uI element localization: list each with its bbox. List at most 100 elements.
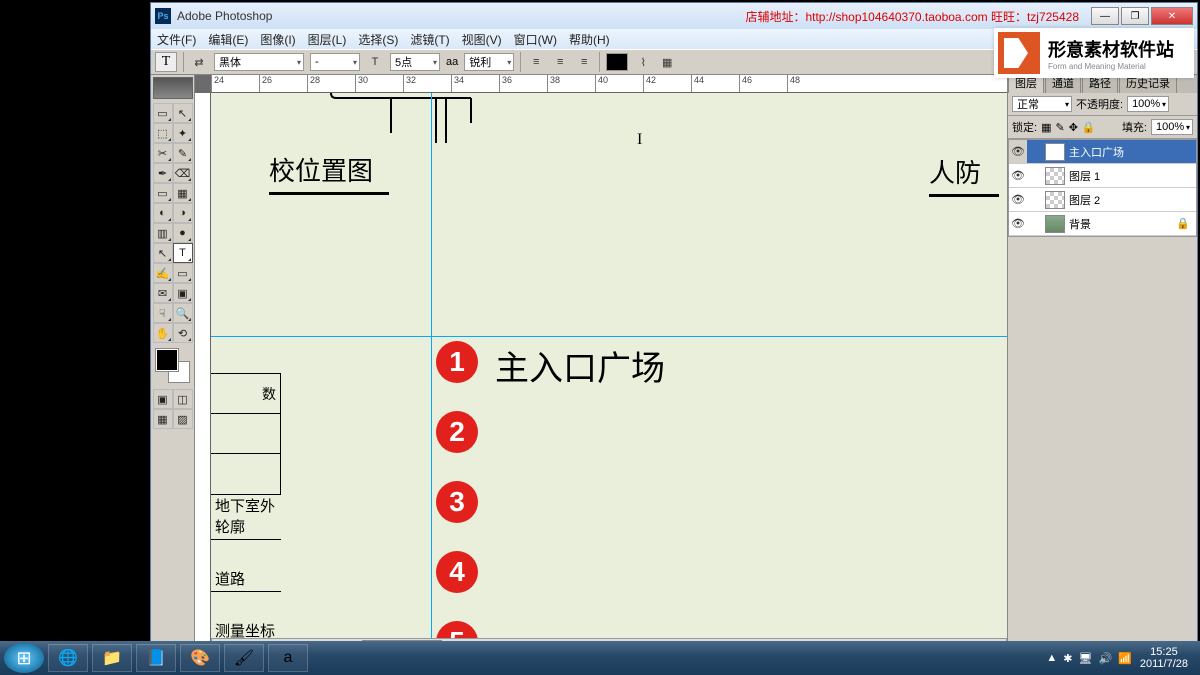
menu-item[interactable]: 视图(V) [462, 31, 502, 48]
main-text-label[interactable]: 主入口广场 [495, 341, 665, 390]
antialias-dropdown[interactable]: 锐利 [464, 53, 514, 71]
align-right-icon[interactable]: ≡ [575, 53, 593, 71]
visibility-icon[interactable]: 👁 [1009, 169, 1027, 182]
canvas-title-right: 人防 [929, 153, 999, 197]
fill-input[interactable]: 100% [1151, 119, 1193, 135]
layer-name[interactable]: 背景 [1069, 216, 1091, 232]
menu-item[interactable]: 滤镜(T) [410, 31, 449, 48]
taskbar-app[interactable]: 📘 [136, 644, 176, 672]
font-size-dropdown[interactable]: 5点 [390, 53, 440, 71]
visibility-icon[interactable]: 👁 [1009, 217, 1027, 230]
tool-header [153, 77, 193, 99]
layer-row[interactable]: 👁背景🔒 [1009, 212, 1196, 236]
text-color-swatch[interactable] [606, 53, 628, 71]
tool-button[interactable]: ● [173, 223, 193, 243]
mode-icon[interactable]: ▦ [153, 409, 173, 429]
tool-button[interactable]: 🔍 [173, 303, 193, 323]
tool-button[interactable]: ▦ [173, 183, 193, 203]
tray-icon[interactable]: 🖥 [1079, 652, 1093, 665]
menu-item[interactable]: 选择(S) [358, 31, 398, 48]
warp-text-icon[interactable]: ⌇ [634, 53, 652, 71]
layer-name[interactable]: 主入口广场 [1069, 144, 1124, 160]
canvas[interactable]: 校位置图 人防 I 主入口广场 数 地下室外轮廓道路测量坐标点 12345 [211, 93, 1007, 654]
tray-icon[interactable]: 📶 [1118, 652, 1132, 665]
tool-button[interactable]: ✦ [173, 123, 193, 143]
tool-button[interactable]: ☟ [153, 303, 173, 323]
taskbar-app[interactable]: a [268, 644, 308, 672]
menu-item[interactable]: 图层(L) [308, 31, 347, 48]
palettes-icon[interactable]: ▦ [658, 53, 676, 71]
fill-label: 填充: [1122, 119, 1147, 135]
tool-button[interactable]: ✉ [153, 283, 173, 303]
screenmode-icon[interactable]: ◫ [173, 389, 193, 409]
close-button[interactable]: ✕ [1151, 7, 1193, 25]
app-icon: Ps [155, 8, 171, 24]
window-title: Adobe Photoshop [177, 9, 272, 23]
blend-mode-dropdown[interactable]: 正常 [1012, 96, 1072, 112]
color-picker[interactable] [156, 349, 190, 383]
tray-icon[interactable]: ▲ [1046, 652, 1057, 665]
tool-button[interactable]: ⌫ [173, 163, 193, 183]
taskbar-app[interactable]: 🖌 [224, 644, 264, 672]
tool-button[interactable]: ↖ [173, 103, 193, 123]
tool-indicator[interactable]: T [155, 52, 177, 72]
tool-button[interactable]: ▣ [173, 283, 193, 303]
menu-item[interactable]: 文件(F) [157, 31, 196, 48]
orientation-icon[interactable]: ⇄ [190, 53, 208, 71]
menu-item[interactable]: 图像(I) [260, 31, 295, 48]
align-left-icon[interactable]: ≡ [527, 53, 545, 71]
tool-button[interactable]: ↖ [153, 243, 173, 263]
legend-items: 地下室外轮廓道路测量坐标点 [211, 493, 281, 654]
guide-horizontal[interactable] [211, 336, 1007, 337]
tool-button[interactable]: ▭ [153, 103, 173, 123]
layer-name[interactable]: 图层 2 [1069, 192, 1100, 208]
tool-button[interactable]: ✋ [153, 323, 173, 343]
tool-button[interactable]: ▥ [153, 223, 173, 243]
maximize-button[interactable]: ❐ [1121, 7, 1149, 25]
tool-button[interactable]: ✎ [173, 143, 193, 163]
clock[interactable]: 15:252011/7/28 [1140, 646, 1188, 670]
layer-row[interactable]: 👁 图层 2 [1009, 188, 1196, 212]
lock-all-icon[interactable]: 🔒 [1082, 121, 1096, 134]
lock-trans-icon[interactable]: ▦ [1041, 121, 1051, 134]
opacity-input[interactable]: 100% [1127, 96, 1169, 112]
foreground-color[interactable] [156, 349, 178, 371]
legend-item: 道路 [211, 566, 281, 592]
lock-paint-icon[interactable]: ✎ [1055, 121, 1064, 134]
tool-button[interactable]: ✍ [153, 263, 173, 283]
tool-button[interactable]: ✂ [153, 143, 173, 163]
tool-button[interactable]: ⬚ [153, 123, 173, 143]
menu-item[interactable]: 编辑(E) [208, 31, 248, 48]
tool-button[interactable]: ▭ [173, 263, 193, 283]
guide-vertical[interactable] [431, 93, 432, 654]
tool-button[interactable]: ◐ [153, 203, 173, 223]
tool-button[interactable]: ▭ [153, 183, 173, 203]
layer-row[interactable]: 👁T主入口广场 [1009, 140, 1196, 164]
visibility-icon[interactable]: 👁 [1009, 140, 1027, 163]
quickmask-icon[interactable]: ▣ [153, 389, 173, 409]
tray-icon[interactable]: 🔊 [1098, 652, 1112, 665]
start-button[interactable]: ⊞ [4, 643, 44, 673]
mode2-icon[interactable]: ▨ [173, 409, 193, 429]
tool-button[interactable]: ✒ [153, 163, 173, 183]
minimize-button[interactable]: — [1091, 7, 1119, 25]
font-style-dropdown[interactable]: - [310, 53, 360, 71]
lock-move-icon[interactable]: ✥ [1069, 121, 1078, 134]
layer-row[interactable]: 👁 图层 1 [1009, 164, 1196, 188]
tray-icon[interactable]: ✱ [1063, 652, 1072, 665]
taskbar-app[interactable]: 🌐 [48, 644, 88, 672]
title-bar: Ps Adobe Photoshop 店辅地址：http://shop10464… [151, 3, 1197, 29]
menu-item[interactable]: 窗口(W) [514, 31, 557, 48]
numbered-circle: 4 [436, 551, 478, 593]
menu-item[interactable]: 帮助(H) [569, 31, 610, 48]
tool-button[interactable]: ⟲ [173, 323, 193, 343]
horizontal-ruler: 24262830323436384042444648 [211, 75, 1007, 93]
tool-button[interactable]: T [173, 243, 193, 263]
tool-button[interactable]: ◑ [173, 203, 193, 223]
font-family-dropdown[interactable]: 黑体 [214, 53, 304, 71]
taskbar-app[interactable]: 📁 [92, 644, 132, 672]
visibility-icon[interactable]: 👁 [1009, 193, 1027, 206]
taskbar-app[interactable]: 🎨 [180, 644, 220, 672]
align-center-icon[interactable]: ≡ [551, 53, 569, 71]
layer-name[interactable]: 图层 1 [1069, 168, 1100, 184]
